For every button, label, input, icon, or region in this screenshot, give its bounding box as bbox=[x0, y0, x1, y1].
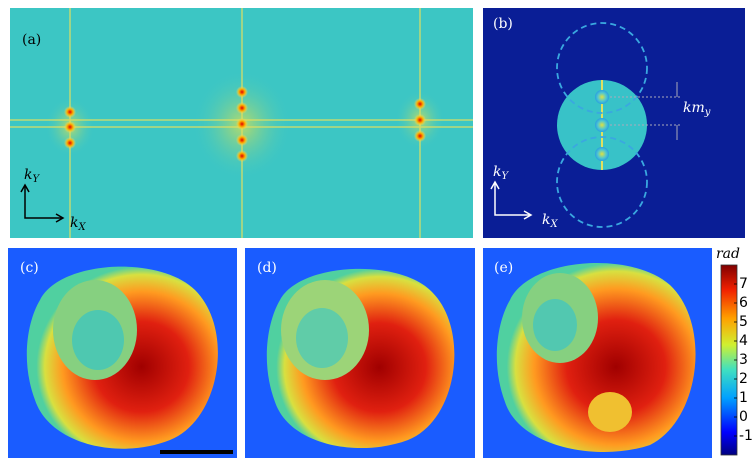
panel-c bbox=[8, 248, 237, 458]
colorbar-tick-label: 1 bbox=[739, 390, 748, 406]
axis-label-sub: X bbox=[549, 219, 558, 230]
axis-label-base: k bbox=[493, 164, 501, 180]
colorbar-tick-label: 0 bbox=[739, 409, 748, 425]
panel-d bbox=[245, 248, 475, 458]
axis-label-sub: Y bbox=[32, 174, 40, 185]
colorbar-tick-label: 4 bbox=[739, 333, 748, 349]
annotation: kmy bbox=[683, 100, 711, 118]
axis-label: kY bbox=[24, 167, 40, 185]
colorbar-tick-label: 7 bbox=[739, 276, 748, 292]
axis-label-sub: X bbox=[77, 222, 86, 233]
colorbar-label: rad bbox=[716, 246, 740, 262]
annotation-base: km bbox=[683, 100, 705, 116]
colorbar-tick-label: 5 bbox=[739, 314, 748, 330]
colorbar-tick-label: 6 bbox=[739, 295, 748, 311]
axis-label: kX bbox=[542, 212, 558, 230]
panel-e bbox=[483, 248, 712, 458]
axis-label: kX bbox=[70, 215, 86, 233]
panel-label: (e) bbox=[494, 260, 513, 276]
annotation-sub: y bbox=[704, 107, 711, 118]
colorbar-tick-label: 2 bbox=[739, 371, 748, 387]
axis-label-sub: Y bbox=[501, 171, 509, 182]
colorbar-tick-label: 3 bbox=[739, 352, 748, 368]
panel-label: (b) bbox=[493, 16, 513, 32]
colorbar-ticks: -1 0 1 2 3 4 5 6 7 bbox=[734, 276, 753, 444]
panel-label: (c) bbox=[20, 260, 39, 276]
panel-a bbox=[10, 8, 473, 238]
panel-b bbox=[483, 8, 745, 238]
axis-label: kY bbox=[493, 164, 509, 182]
colorbar-tick-label: -1 bbox=[739, 428, 753, 444]
axis-label-base: k bbox=[70, 215, 78, 231]
axis-label-base: k bbox=[542, 212, 550, 228]
axis-label-base: k bbox=[24, 167, 32, 183]
panel-label: (a) bbox=[22, 32, 41, 48]
panel-label: (d) bbox=[257, 260, 277, 276]
